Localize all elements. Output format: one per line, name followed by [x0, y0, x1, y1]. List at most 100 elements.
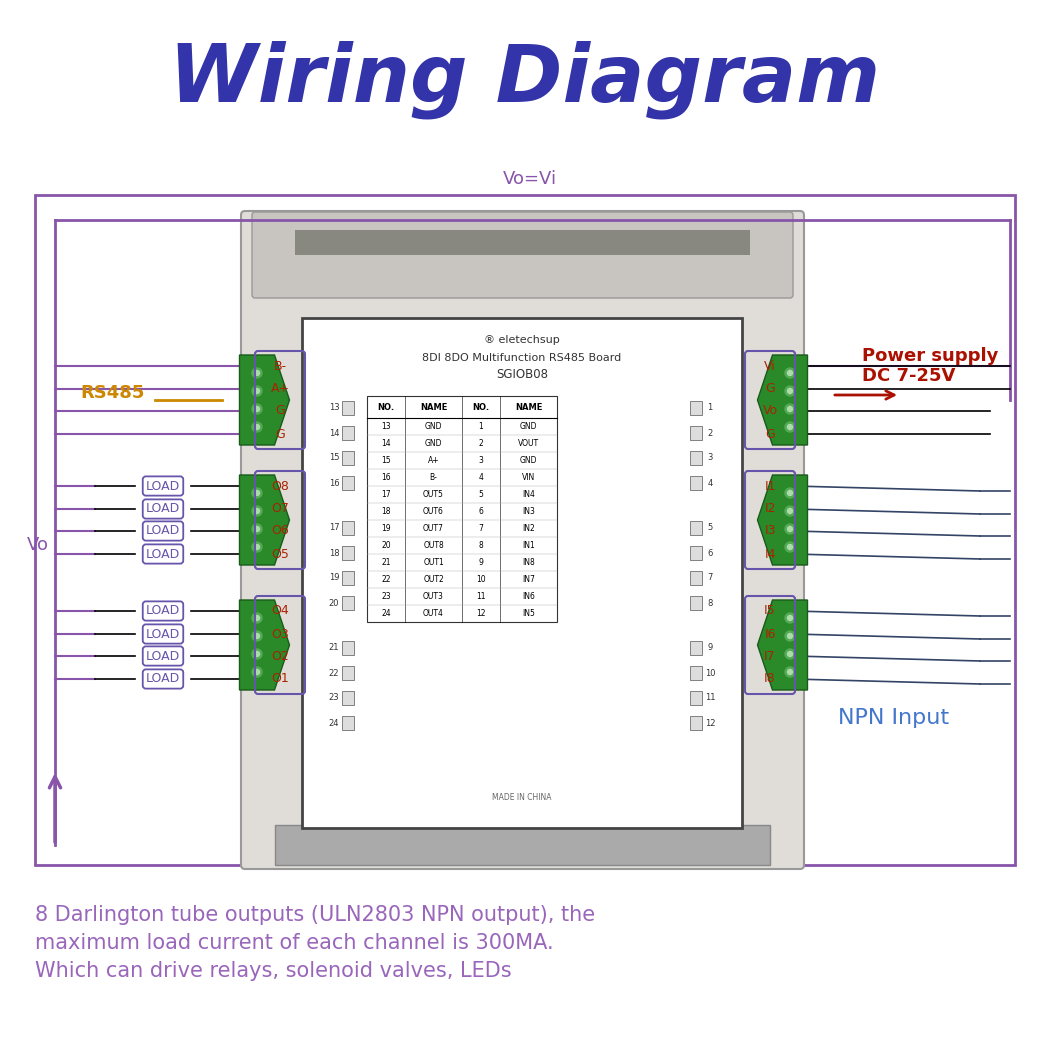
Circle shape [785, 506, 795, 516]
Circle shape [785, 488, 795, 498]
Circle shape [252, 631, 262, 640]
Text: I4: I4 [764, 547, 776, 561]
Text: 10: 10 [477, 575, 486, 584]
Bar [35, 195, 1015, 865]
Text: IN2: IN2 [522, 524, 534, 533]
Circle shape [785, 386, 795, 396]
Circle shape [252, 368, 262, 378]
Circle shape [254, 651, 259, 656]
Circle shape [254, 545, 259, 549]
Text: 7: 7 [708, 573, 713, 583]
Bar [690, 596, 702, 610]
Text: GND: GND [520, 456, 538, 465]
Circle shape [254, 633, 259, 638]
Text: OUT7: OUT7 [423, 524, 444, 533]
Text: 9: 9 [479, 558, 483, 567]
Text: O4: O4 [271, 605, 289, 617]
Text: IN8: IN8 [522, 558, 534, 567]
Bar [342, 596, 354, 610]
Text: NAME: NAME [420, 402, 447, 412]
Text: A+: A+ [271, 382, 290, 396]
Bar [342, 691, 354, 705]
Text: I7: I7 [764, 650, 776, 663]
Circle shape [785, 631, 795, 640]
Circle shape [252, 506, 262, 516]
Circle shape [788, 508, 793, 513]
Text: 13: 13 [381, 422, 391, 430]
Polygon shape [239, 475, 290, 565]
Text: 22: 22 [381, 575, 391, 584]
Bar [690, 666, 702, 680]
Text: VOUT: VOUT [518, 439, 539, 448]
Text: IN5: IN5 [522, 609, 534, 618]
Text: 16: 16 [329, 479, 339, 487]
Bar [342, 426, 354, 440]
Text: NAME: NAME [514, 402, 542, 412]
Circle shape [254, 526, 259, 531]
Text: OUT8: OUT8 [423, 541, 444, 550]
Text: 5: 5 [479, 490, 483, 499]
Text: MADE IN CHINA: MADE IN CHINA [492, 794, 551, 802]
Text: I5: I5 [764, 605, 776, 617]
Text: IN1: IN1 [522, 541, 534, 550]
Bar [342, 716, 354, 730]
Bar [295, 230, 750, 255]
Text: G: G [275, 404, 285, 418]
Circle shape [254, 388, 259, 394]
Text: OUT6: OUT6 [423, 507, 444, 516]
Text: O3: O3 [271, 628, 289, 640]
Text: NO.: NO. [472, 402, 489, 412]
Bar [690, 546, 702, 560]
Circle shape [788, 545, 793, 549]
Text: 2: 2 [479, 439, 483, 448]
Text: LOAD: LOAD [146, 605, 181, 617]
Circle shape [252, 488, 262, 498]
Bar [690, 640, 702, 655]
Circle shape [254, 670, 259, 674]
Circle shape [788, 670, 793, 674]
Text: IN7: IN7 [522, 575, 534, 584]
Text: 15: 15 [329, 454, 339, 462]
Text: 16: 16 [381, 472, 391, 482]
Text: VIN: VIN [522, 472, 536, 482]
Circle shape [254, 406, 259, 412]
Bar [690, 452, 702, 465]
Text: 7: 7 [479, 524, 483, 533]
Text: O7: O7 [271, 503, 289, 516]
Text: 14: 14 [329, 428, 339, 438]
Circle shape [785, 667, 795, 677]
Bar [275, 825, 770, 865]
Circle shape [788, 424, 793, 429]
Bar [342, 640, 354, 655]
Bar [342, 401, 354, 415]
Circle shape [252, 404, 262, 414]
Polygon shape [757, 355, 807, 445]
Text: 3: 3 [708, 454, 713, 462]
Text: 6: 6 [708, 548, 713, 558]
Text: B-: B- [429, 472, 438, 482]
Circle shape [785, 649, 795, 659]
Bar [302, 318, 742, 828]
Circle shape [254, 371, 259, 376]
Bar [690, 716, 702, 730]
Bar [690, 426, 702, 440]
Bar [690, 571, 702, 585]
Text: 18: 18 [329, 548, 339, 558]
Text: Power supply: Power supply [862, 346, 999, 365]
Circle shape [252, 542, 262, 552]
Text: 4: 4 [708, 479, 713, 487]
Text: 8DI 8DO Multifunction RS485 Board: 8DI 8DO Multifunction RS485 Board [422, 353, 622, 363]
Circle shape [788, 526, 793, 531]
Bar [368, 396, 556, 622]
Circle shape [254, 424, 259, 429]
Text: 2: 2 [708, 428, 713, 438]
Text: 24: 24 [381, 609, 391, 618]
Text: 1: 1 [479, 422, 483, 430]
Circle shape [252, 386, 262, 396]
Circle shape [788, 371, 793, 376]
Text: DC 7-25V: DC 7-25V [862, 368, 956, 385]
Bar [342, 476, 354, 490]
Text: 6: 6 [479, 507, 483, 516]
Text: 24: 24 [329, 718, 339, 728]
FancyBboxPatch shape [242, 211, 804, 869]
